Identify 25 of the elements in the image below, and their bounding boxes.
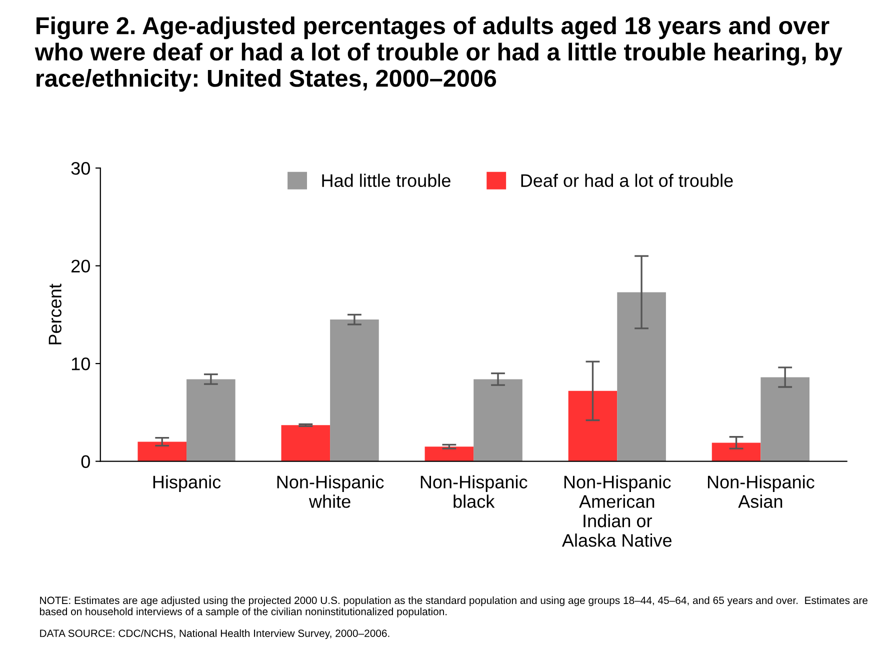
x-tick-label: Non-Hispanic black	[420, 475, 528, 508]
x-tick-label: Non-Hispanic American Indian or Alaska Native	[562, 475, 672, 547]
bar	[474, 379, 522, 462]
y-tick-label: 30	[71, 162, 90, 175]
bar	[568, 390, 618, 462]
chart-title: Figure 2. Age-adjusted percentages of adults aged 18 years and over who were deaf or had a lot of trouble or had a little trouble hearing, by race/ethnicity: United States, 2000–2006	[34, 16, 842, 92]
legend-label: Had little trouble	[322, 174, 450, 188]
bar	[760, 377, 810, 462]
y-tick-label: 20	[72, 260, 90, 273]
bar	[281, 425, 330, 462]
text: NOTE: Estimates are age adjusted using the projected 2000 U.S. population as the standard population and using age groups 18–44, 45–64, and 65 years and over. Estimates are based on household interviews of a sample of the civilian noninstitutionalized population.	[40, 596, 868, 618]
bar	[138, 442, 187, 462]
y-axis-title: Percent	[48, 284, 62, 344]
source-note: DATA SOURCE: CDC/NCHS, National Health Interview Survey, 2000–2006.	[40, 629, 390, 640]
bar	[424, 446, 474, 462]
legend-label: Deaf or had a lot of trouble	[521, 174, 733, 188]
y-tick-label: 10	[72, 357, 90, 370]
bar	[712, 442, 761, 462]
x-tick-label: Non-Hispanic white	[277, 475, 384, 508]
bar	[330, 320, 379, 462]
x-tick-label: Non-Hispanic Asian	[708, 475, 814, 508]
bar	[617, 292, 666, 462]
y-tick-label: 0	[81, 455, 90, 468]
bar	[186, 379, 236, 462]
x-tick-label: Hispanic	[153, 475, 221, 492]
